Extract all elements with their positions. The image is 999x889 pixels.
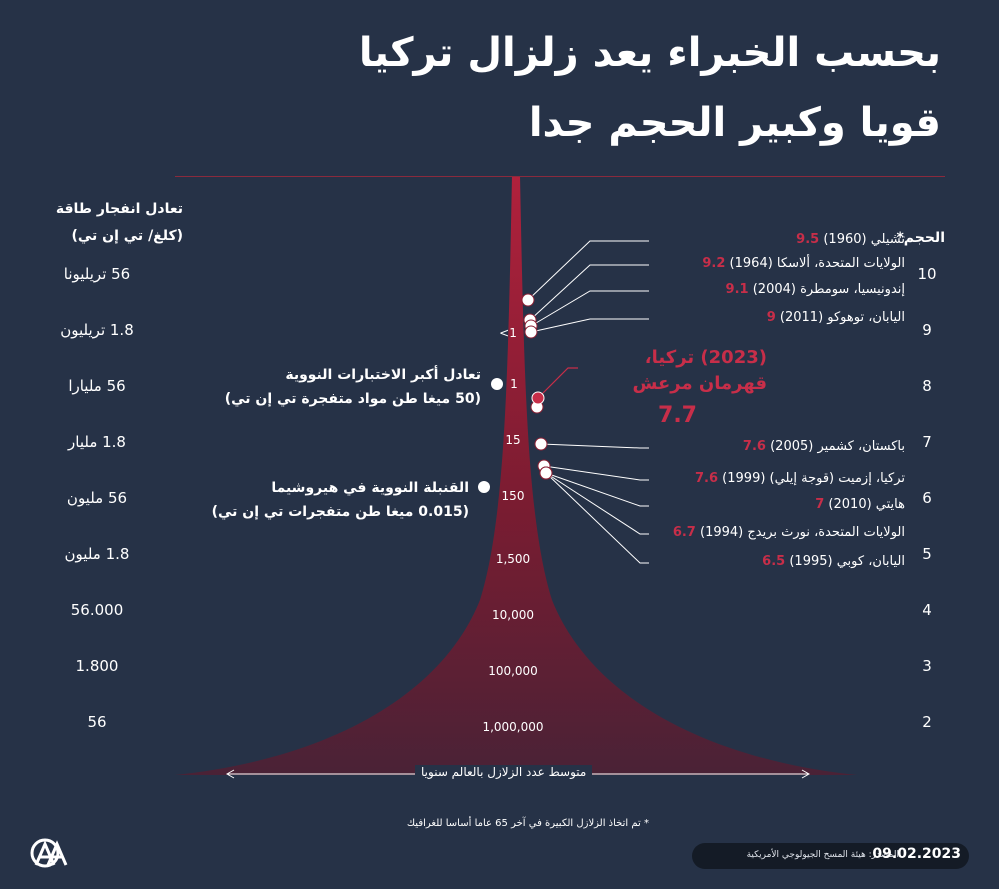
turkey-2023-magnitude: 7.7	[658, 403, 697, 428]
earthquake-label: اليابان، توهوكو (2011) 9	[767, 310, 905, 325]
earthquake-label: تشيلي (1960) 9.5	[796, 232, 905, 247]
x-axis-label: متوسط عدد الزلازل بالعالم سنويا	[415, 765, 593, 779]
magnitude-tick: 10	[917, 265, 937, 283]
earthquake-connector	[545, 472, 649, 564]
earthquake-connector	[530, 318, 649, 333]
earthquake-magnitude: 9.1	[725, 282, 749, 297]
source-box	[692, 843, 969, 869]
energy-tick: 56 مليارا	[68, 377, 126, 395]
magnitude-tick: 4	[922, 601, 932, 619]
magnitude-tick: 5	[922, 545, 932, 563]
earthquake-label: إندونيسيا، سومطرة (2004) 9.1	[726, 282, 905, 297]
connectors	[527, 240, 649, 564]
magnitude-tick: 2	[922, 713, 932, 731]
hiroshima-label: القنبلة النووية في هيروشيما (0.015 ميغا …	[212, 476, 469, 524]
turkey-2023-connector	[537, 367, 578, 399]
magnitude-tick: 7	[922, 433, 932, 451]
earthquake-connector	[529, 264, 649, 321]
earthquake-name: اليابان، توهوكو (2011)	[775, 310, 905, 325]
annual-count-label: 1,000,000	[482, 720, 544, 734]
energy-tick: 56 تريليونا	[63, 265, 131, 283]
energy-tick: 56 مليون	[66, 489, 128, 507]
earthquake-label: باكستان، كشمير (2005) 7.6	[743, 439, 905, 454]
x-axis-arrow-right	[801, 769, 811, 779]
hiroshima-dot	[478, 481, 490, 493]
earthquake-label: تركيا، إزميت (قوجة إيلي) (1999) 7.6	[695, 471, 905, 486]
nuclear-test-label: تعادل أكبر الاختبارات النووية (50 ميغا ط…	[225, 363, 481, 411]
annual-count-label: 100,000	[488, 664, 538, 678]
date: 09.02.2023	[872, 846, 961, 862]
earthquake-name: الولايات المتحدة، نورث بريدج (1994)	[695, 525, 905, 540]
earthquake-magnitude: 6.7	[672, 525, 696, 540]
footnote: * تم اتخاذ الزلازل الكبيرة في آخر 65 عام…	[406, 818, 649, 829]
annual-count-label: 150	[501, 489, 525, 503]
earthquake-magnitude: 9	[766, 310, 776, 325]
earthquake-dot	[539, 466, 553, 480]
earthquake-name: إندونيسيا، سومطرة (2004)	[748, 282, 905, 297]
earthquake-connector	[543, 465, 649, 481]
earthquake-label: الولايات المتحدة، ألاسكا (1964) 9.2	[702, 256, 905, 271]
source-text: المصدر: هيئة المسح الجيولوجي الأمريكية	[746, 850, 899, 860]
earthquake-label: الولايات المتحدة، نورث بريدج (1994) 6.7	[673, 525, 905, 540]
magnitude-tick: 9	[922, 321, 932, 339]
annual-count-label: 10,000	[492, 608, 534, 622]
nuclear-test-label-line-2: (50 ميغا طن مواد متفجرة تي إن تي)	[224, 391, 481, 407]
earthquake-magnitude: 9.5	[796, 232, 820, 247]
hiroshima-label-line-2: (0.015 ميغا طن متفجرات تي إن تي)	[211, 504, 469, 520]
earthquake-frequency-area	[175, 176, 857, 775]
earthquake-connector	[545, 472, 649, 507]
earthquake-connector	[527, 240, 649, 301]
energy-tick: 56	[87, 713, 107, 731]
nuclear-test-label-line-1: تعادل أكبر الاختبارات النووية	[285, 367, 481, 383]
turkey-2023-label-line-2: قهرمان مرعش	[632, 373, 767, 394]
magnitude-tick: 8	[922, 377, 932, 395]
energy-tick: 1.8 مليار	[68, 433, 126, 451]
aa-logo-icon	[30, 838, 70, 868]
earthquake-dot	[534, 437, 548, 451]
energy-tick: 1.8 مليون	[64, 545, 130, 563]
annual-count-label: 15	[505, 433, 521, 447]
earthquake-magnitude: 7	[815, 497, 825, 512]
energy-tick: 1.8 تريليون	[60, 321, 134, 339]
earthquake-name: تشيلي (1960)	[819, 232, 905, 247]
aa-logo-svg	[30, 838, 68, 868]
turkey-2023-dot	[531, 391, 545, 405]
earthquake-connector	[530, 290, 649, 327]
annual-count-label: <1	[499, 326, 517, 340]
magnitude-tick: 6	[922, 489, 932, 507]
energy-tick: 56.000	[70, 601, 124, 619]
x-axis-arrow-left	[225, 769, 235, 779]
annual-count-label: 1,500	[495, 552, 531, 566]
earthquake-dot	[524, 325, 538, 339]
page-title-line-1: بحسب الخبراء يعد زلزال تركيا	[358, 30, 941, 76]
earthquake-name: تركيا، إزميت (قوجة إيلي) (1999)	[718, 471, 905, 486]
page-title-line-2: قويا وكبير الحجم جدا	[528, 100, 941, 146]
turkey-2023-label: (2023) تركيا، قهرمان مرعش	[633, 345, 767, 397]
earthquake-label: اليابان، كوبي (1995) 6.5	[762, 554, 905, 569]
title-divider	[175, 176, 945, 177]
nuclear-test-dot	[491, 378, 503, 390]
earthquake-name: باكستان، كشمير (2005)	[765, 439, 905, 454]
energy-header-line-2: (كلغ/ تي إن تي)	[71, 228, 183, 244]
magnitude-tick: 3	[922, 657, 932, 675]
earthquake-name: اليابان، كوبي (1995)	[785, 554, 905, 569]
earthquake-name: الولايات المتحدة، ألاسكا (1964)	[725, 256, 905, 271]
turkey-2023-label-line-1: (2023) تركيا،	[644, 347, 767, 368]
energy-tick: 1.800	[75, 657, 119, 675]
earthquake-connector	[545, 472, 649, 535]
dots	[478, 293, 553, 493]
earthquake-magnitude: 6.5	[762, 554, 786, 569]
earthquake-magnitude: 9.2	[702, 256, 726, 271]
hiroshima-label-line-1: القنبلة النووية في هيروشيما	[271, 480, 469, 496]
energy-header-line-1: تعادل انفجار طاقة	[55, 201, 183, 217]
earthquake-name: هايتي (2010)	[824, 497, 905, 512]
earthquake-dot	[521, 293, 535, 307]
magnitude-header: الحجم*	[896, 230, 945, 246]
earthquake-magnitude: 7.6	[742, 439, 766, 454]
annual-count-label: 1	[510, 377, 518, 391]
earthquake-magnitude: 7.6	[695, 471, 719, 486]
earthquake-label: هايتي (2010) 7	[815, 497, 905, 512]
earthquake-connector	[540, 443, 649, 449]
